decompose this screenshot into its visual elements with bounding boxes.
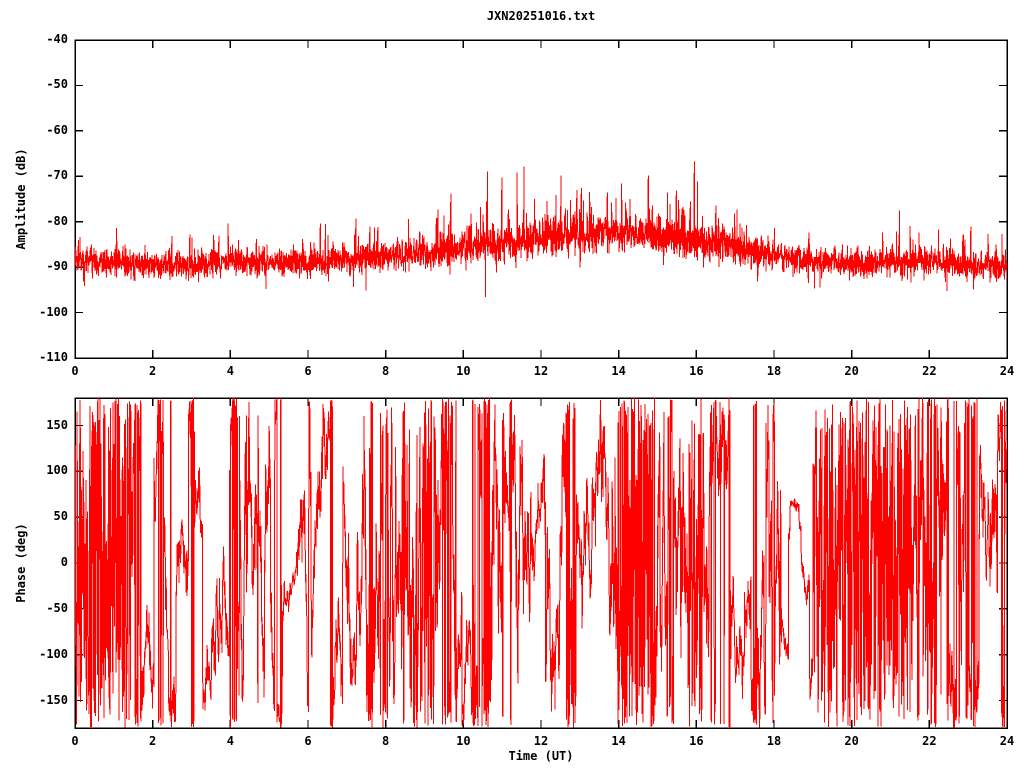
plot-border	[74, 39, 1008, 359]
x-tick-label: 6	[304, 364, 312, 378]
x-tick-label: 8	[382, 734, 390, 748]
y-tick-label: -70	[46, 168, 68, 183]
y-tick-label: -50	[46, 600, 68, 615]
y-tick-label: -40	[46, 32, 68, 46]
time-x-axis-label: Time (UT)	[508, 749, 574, 763]
x-tick-label: 20	[844, 734, 859, 748]
x-tick-label: 4	[226, 364, 234, 378]
x-tick-label: 18	[766, 364, 782, 378]
x-tick-label: 18	[766, 734, 782, 748]
x-tick-label: 10	[456, 734, 471, 748]
y-tick-label: -150	[39, 692, 68, 707]
x-tick-label: 16	[689, 734, 704, 748]
y-tick-label: 150	[46, 417, 68, 432]
x-tick-label: 6	[304, 734, 312, 748]
y-tick-label: -80	[46, 213, 68, 228]
phase-trace	[75, 398, 1007, 728]
y-tick-label: 50	[53, 509, 68, 524]
plot-title: JXN20251016.txt	[486, 9, 596, 23]
x-tick-label: 12	[533, 364, 549, 378]
y-tick-label: -50	[46, 77, 68, 92]
amplitude-trace	[75, 161, 1007, 298]
y-tick-label: 100	[46, 463, 68, 478]
x-tick-label: 2	[149, 734, 157, 748]
x-tick-label: 24	[999, 364, 1015, 378]
y-tick-label: -90	[46, 259, 68, 274]
x-tick-label: 24	[999, 734, 1015, 748]
x-tick-label: 16	[689, 364, 704, 378]
x-tick-label: 22	[922, 734, 937, 748]
x-tick-label: 14	[611, 364, 626, 378]
x-tick-label: 12	[533, 734, 549, 748]
x-tick-label: 20	[844, 364, 859, 378]
tick-marks	[74, 39, 1008, 359]
x-tick-label: 2	[149, 364, 157, 378]
y-tick-label: -100	[39, 304, 68, 319]
x-tick-label: 8	[382, 364, 390, 378]
x-tick-label: 10	[456, 364, 471, 378]
x-tick-label: 14	[611, 734, 626, 748]
amplitude-y-axis-label: Amplitude (dB)	[14, 148, 28, 250]
y-tick-label: -100	[39, 646, 68, 661]
y-tick-label: -110	[39, 350, 68, 364]
x-tick-label: 22	[922, 364, 937, 378]
x-tick-label: 0	[71, 734, 79, 748]
x-tick-label: 0	[71, 364, 79, 378]
y-tick-label: -60	[46, 122, 68, 137]
x-tick-label: 4	[226, 734, 234, 748]
y-tick-label: 0	[60, 555, 68, 569]
